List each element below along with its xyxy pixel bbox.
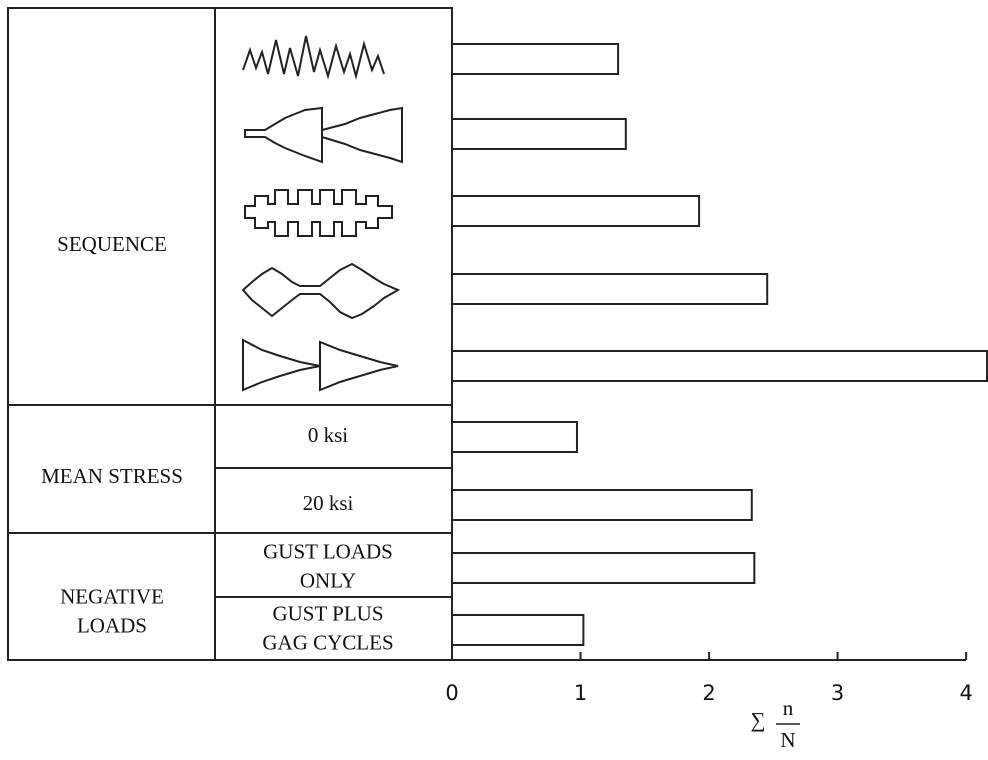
bar xyxy=(452,553,754,583)
chart: SEQUENCE MEAN STRESS NEGATIVE LOADS 0 ksi 20 … xyxy=(0,0,988,760)
bar xyxy=(452,274,767,304)
waveform-icon xyxy=(243,264,398,318)
x-tick-label: 2 xyxy=(702,681,715,705)
group-label: LOADS xyxy=(77,613,147,637)
x-tick-label: 3 xyxy=(831,681,844,705)
group-label: SEQUENCE xyxy=(57,232,167,256)
category-label: GAG CYCLES xyxy=(262,630,393,654)
category-label: 0 ksi xyxy=(308,423,348,447)
x-axis-label-symbol: ∑ xyxy=(751,708,766,732)
bar xyxy=(452,490,752,520)
waveform-icon xyxy=(245,190,392,236)
category-label: ONLY xyxy=(300,568,356,592)
x-tick-label: 0 xyxy=(445,681,458,705)
waveform-icons xyxy=(243,36,402,390)
bar xyxy=(452,351,987,381)
group-label: NEGATIVE xyxy=(60,584,164,608)
x-axis-label-numerator: n xyxy=(783,696,794,720)
bar xyxy=(452,615,583,645)
waveform-icon xyxy=(245,108,402,162)
category-label: 20 ksi xyxy=(303,491,354,515)
bar xyxy=(452,196,699,226)
x-tick-label: 4 xyxy=(959,681,972,705)
bar xyxy=(452,422,577,452)
waveform-icon xyxy=(243,36,384,76)
bar xyxy=(452,119,626,149)
category-label: GUST LOADS xyxy=(263,539,393,563)
bar xyxy=(452,44,618,74)
x-axis-label-denominator: N xyxy=(780,728,795,752)
category-label: GUST PLUS xyxy=(272,601,383,625)
group-label: MEAN STRESS xyxy=(41,464,183,488)
waveform-icon xyxy=(243,340,398,390)
x-tick-label: 1 xyxy=(574,681,587,705)
